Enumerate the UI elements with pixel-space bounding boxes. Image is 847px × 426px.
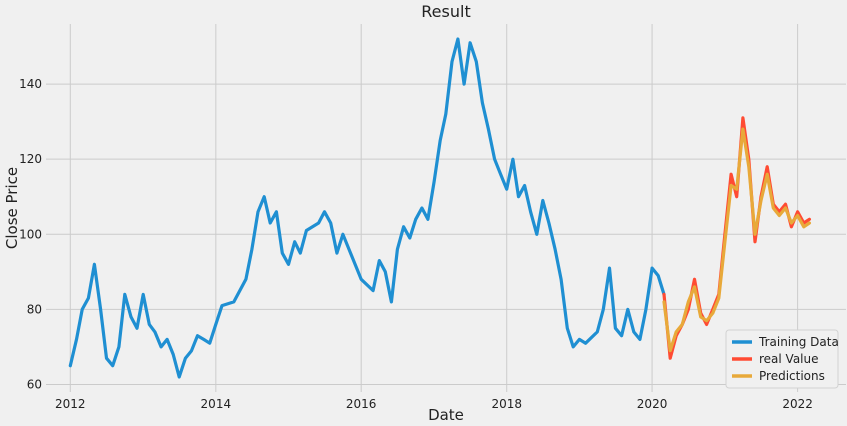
grid — [46, 24, 846, 392]
legend-box — [725, 329, 839, 389]
x-tick-label: 2016 — [346, 397, 377, 411]
y-tick-label: 80 — [27, 302, 42, 316]
x-tick-label: 2022 — [782, 397, 813, 411]
y-tick-label: 100 — [19, 227, 42, 241]
y-axis: 60 80 100 120 140 — [19, 77, 42, 391]
x-axis: 2012 2014 2016 2018 2020 2022 — [55, 397, 813, 411]
y-tick-label: 140 — [19, 77, 42, 91]
x-axis-label: Date — [428, 406, 464, 424]
y-tick-label: 120 — [19, 152, 42, 166]
legend-label-predictions: Predictions — [759, 369, 825, 383]
series-line-training-data — [68, 37, 666, 379]
x-tick-label: 2012 — [55, 397, 86, 411]
y-tick-label: 60 — [27, 377, 42, 391]
series-line-predictions — [662, 127, 811, 353]
chart-title: Result — [421, 2, 470, 21]
legend-label-training: Training Data — [758, 335, 839, 349]
y-axis-label: Close Price — [3, 167, 21, 249]
legend: Training Data real Value Predictions — [725, 329, 839, 389]
series-line-real-value — [662, 116, 811, 360]
x-tick-label: 2020 — [637, 397, 668, 411]
legend-label-real: real Value — [759, 352, 819, 366]
series-layer — [68, 37, 811, 379]
x-tick-label: 2014 — [201, 397, 232, 411]
x-tick-label: 2018 — [491, 397, 522, 411]
